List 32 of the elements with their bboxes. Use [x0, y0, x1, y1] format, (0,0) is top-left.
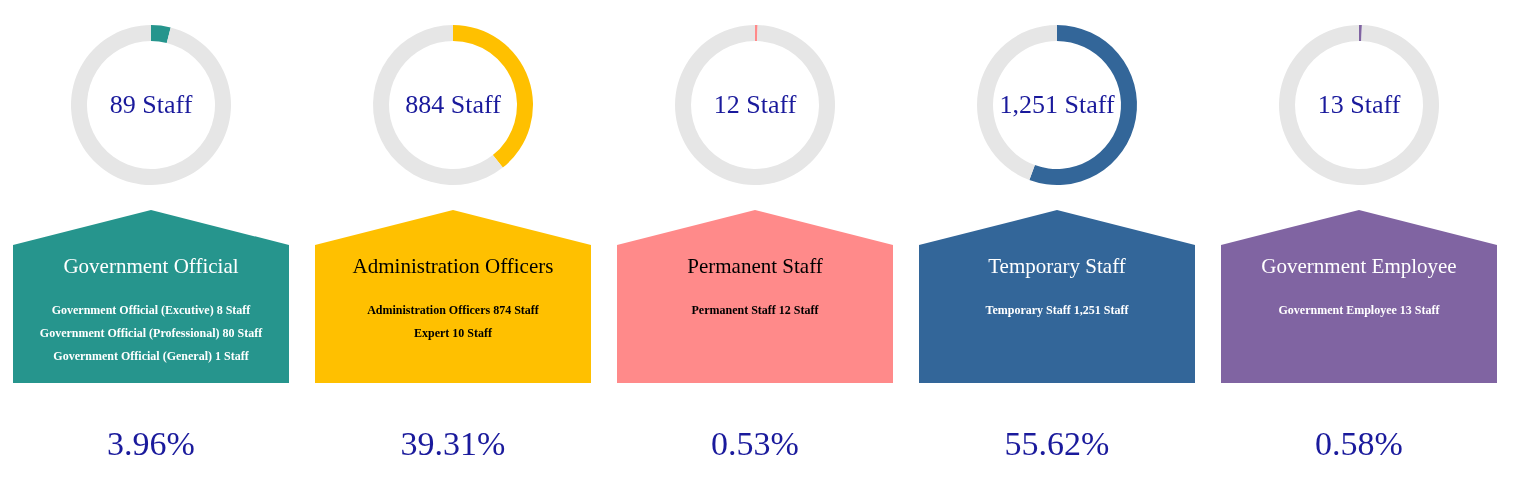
donut-slice: [373, 25, 503, 185]
text: Permanent Staff 12 Staff: [691, 303, 820, 317]
text: 55.62%: [1004, 425, 1110, 462]
text: Government Official (General) 1 Staff: [53, 349, 250, 363]
donut-slice: [977, 25, 1057, 181]
text: Administration Officers: [352, 254, 554, 278]
text: Government Official (Professional) 80 Staff: [39, 326, 264, 340]
donut-slice: [453, 25, 533, 168]
text: Government Official: [63, 254, 239, 278]
text: Government Official (Excutive) 8 Staff: [51, 303, 252, 317]
text: Temporary Staff 1,251 Staff: [985, 303, 1130, 317]
text: 1,251 Staff: [999, 90, 1115, 119]
text: Expert 10 Staff: [414, 326, 493, 340]
donut-slice: [151, 25, 171, 43]
text: Government Employee 13 Staff: [1278, 303, 1441, 317]
donut-slice: [675, 25, 836, 185]
text: Government Employee: [1261, 254, 1457, 278]
text: 39.31%: [400, 425, 506, 462]
text: Permanent Staff: [687, 254, 823, 278]
text: 12 Staff: [713, 90, 797, 119]
text: 13 Staff: [1317, 90, 1401, 119]
donut-slice: [755, 25, 758, 42]
text: 89 Staff: [109, 90, 193, 119]
text: 884 Staff: [405, 90, 502, 119]
text: 0.53%: [711, 425, 799, 462]
text: Administration Officers 874 Staff: [367, 303, 540, 317]
text: 3.96%: [107, 425, 195, 462]
text: Temporary Staff: [988, 254, 1126, 278]
donut-slice: [71, 25, 231, 185]
donut-slice: [1359, 25, 1362, 42]
donut-slice: [1279, 25, 1439, 185]
text: 0.58%: [1315, 425, 1403, 462]
